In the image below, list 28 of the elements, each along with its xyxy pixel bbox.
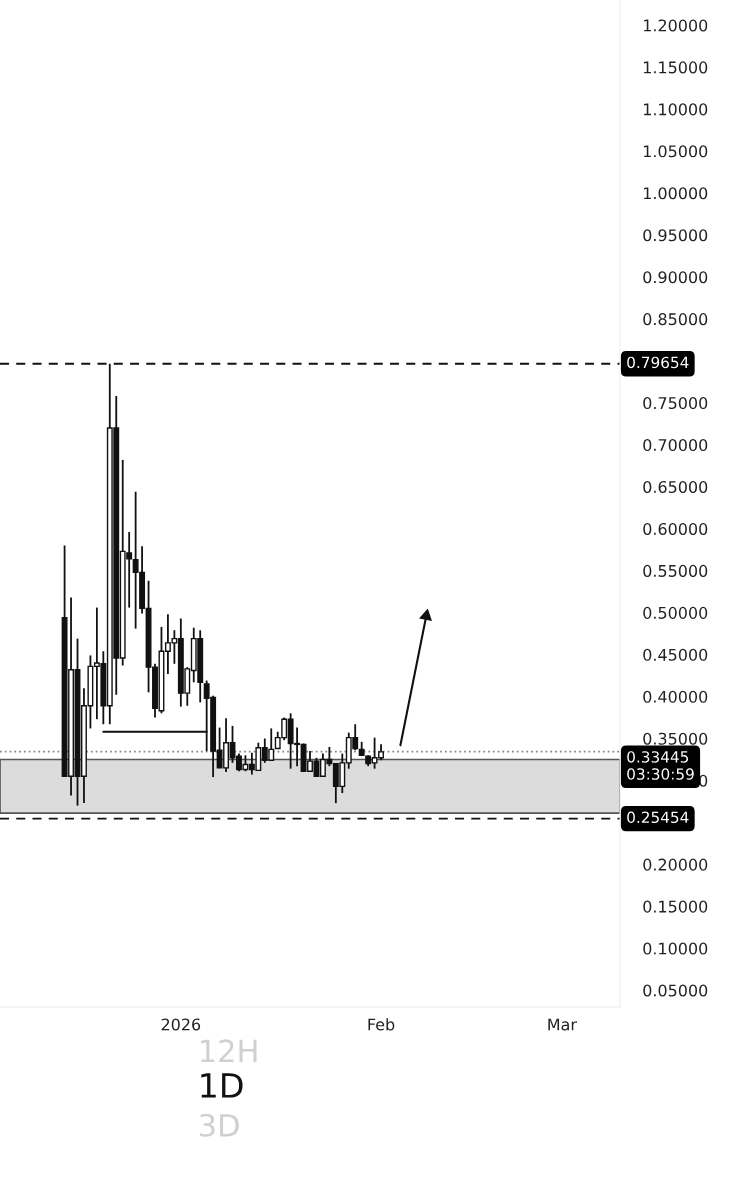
x-tick-label: 2026: [161, 1018, 201, 1031]
y-tick-label: 0.65000: [643, 480, 708, 494]
y-tick-label: 0.85000: [643, 313, 708, 326]
x-tick-label: Feb: [368, 1018, 395, 1031]
y-tick-label: 0.35000: [643, 732, 708, 745]
y-tick-label: 0.15000: [643, 900, 708, 913]
y-tick-label: 1.00000: [643, 187, 708, 200]
y-tick-label: 0.70000: [643, 438, 708, 452]
ref-line-label: 0.33445 03:30:59: [627, 751, 694, 780]
y-tick-label: 0.40000: [643, 690, 708, 703]
y-tick-label: 0.20000: [643, 858, 708, 871]
y-tick-label: 0.55000: [643, 564, 708, 577]
y-tick-label: 0.45000: [643, 648, 708, 661]
ref-line-label: 0.79654: [627, 356, 689, 369]
y-tick-label: 1.05000: [643, 145, 708, 158]
y-tick-label: 0.60000: [643, 522, 708, 535]
y-tick-label: 0.75000: [643, 397, 708, 410]
y-tick-label: 0.50000: [643, 606, 708, 619]
ref-line-label: 0.25454: [627, 811, 689, 824]
y-tick-label: 1.15000: [643, 61, 708, 74]
y-tick-label: 1.20000: [643, 19, 708, 32]
y-tick-label: 0.90000: [643, 271, 708, 284]
y-tick-label: 0.05000: [643, 984, 708, 997]
y-tick-label: 1.10000: [643, 103, 708, 116]
y-tick-label: 0.10000: [643, 942, 708, 955]
x-tick-label: Mar: [548, 1018, 577, 1031]
text: 1D: [201, 1073, 243, 1098]
y-tick-label: 0.95000: [643, 229, 708, 242]
